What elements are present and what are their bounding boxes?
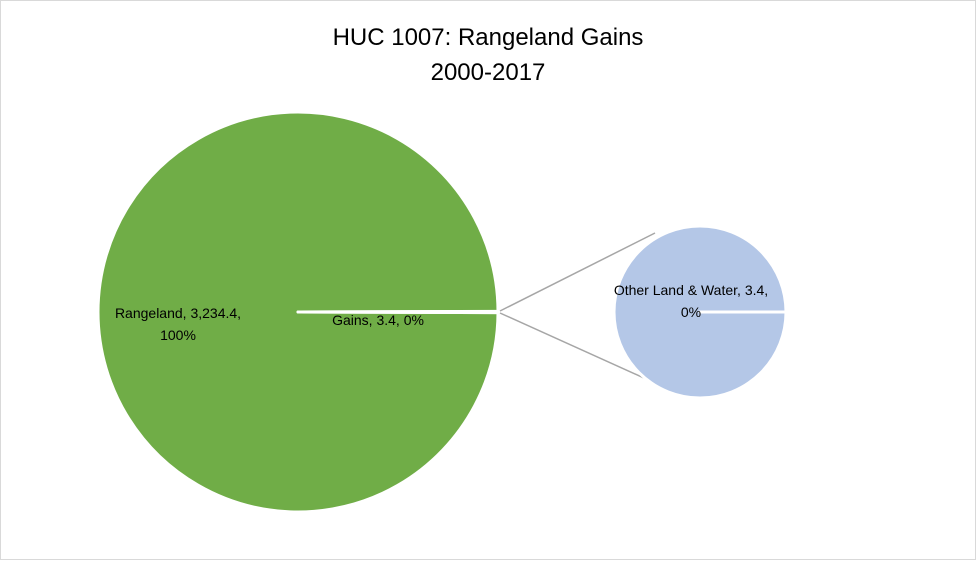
data-label-part: 3,234.4 xyxy=(190,305,237,321)
data-label-part: 0% xyxy=(681,304,701,320)
pie-slice xyxy=(296,309,500,315)
data-label-part: Other Land & Water xyxy=(614,282,738,298)
data-label-part: 100% xyxy=(160,327,196,343)
chart-title: HUC 1007: Rangeland Gains xyxy=(333,24,644,51)
data-label-part: Gains xyxy=(332,312,369,328)
chart-subtitle: 2000-2017 xyxy=(431,59,546,86)
data-label-part: 0% xyxy=(404,312,424,328)
data-label-part: 3.4 xyxy=(376,312,396,328)
connector-line xyxy=(499,232,656,312)
data-label: Gains, 3.4, 0% xyxy=(332,312,424,328)
pie-slice xyxy=(612,224,788,400)
data-label-part: Rangeland xyxy=(115,305,183,321)
data-label-part: 3.4 xyxy=(745,282,765,298)
pie-slice xyxy=(96,110,500,514)
connector-line xyxy=(499,312,656,384)
